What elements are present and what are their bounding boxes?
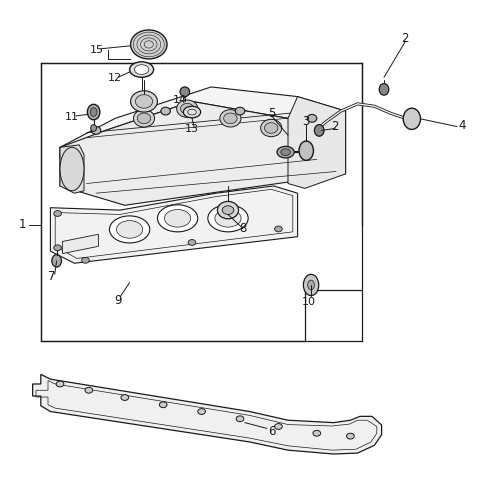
- Ellipse shape: [91, 125, 96, 131]
- Ellipse shape: [277, 146, 294, 158]
- Ellipse shape: [161, 107, 170, 115]
- Ellipse shape: [180, 87, 190, 97]
- Ellipse shape: [60, 147, 84, 191]
- Ellipse shape: [220, 110, 241, 127]
- Text: 13: 13: [185, 125, 199, 134]
- Ellipse shape: [131, 30, 167, 59]
- Ellipse shape: [134, 65, 149, 74]
- Polygon shape: [62, 234, 98, 254]
- Ellipse shape: [180, 103, 194, 114]
- Ellipse shape: [177, 100, 198, 117]
- Text: 14: 14: [173, 95, 187, 105]
- Text: 4: 4: [458, 119, 466, 132]
- Ellipse shape: [109, 216, 150, 243]
- Text: 8: 8: [239, 222, 246, 235]
- Ellipse shape: [87, 104, 100, 120]
- Text: 7: 7: [48, 270, 56, 283]
- Ellipse shape: [307, 114, 317, 122]
- Polygon shape: [60, 101, 346, 205]
- Ellipse shape: [222, 206, 234, 214]
- Ellipse shape: [308, 280, 314, 290]
- Text: 5: 5: [268, 108, 275, 120]
- Text: 15: 15: [90, 45, 104, 55]
- Ellipse shape: [217, 201, 239, 219]
- Ellipse shape: [347, 433, 354, 439]
- Ellipse shape: [130, 62, 154, 77]
- Text: 2: 2: [401, 32, 408, 45]
- Ellipse shape: [159, 402, 167, 408]
- Ellipse shape: [264, 123, 278, 133]
- Ellipse shape: [56, 381, 64, 387]
- Text: 9: 9: [114, 294, 122, 307]
- Ellipse shape: [299, 141, 313, 160]
- Text: 6: 6: [268, 425, 276, 438]
- Polygon shape: [288, 97, 346, 188]
- Ellipse shape: [379, 84, 389, 95]
- Text: 3: 3: [302, 115, 310, 128]
- Ellipse shape: [85, 387, 93, 393]
- Ellipse shape: [137, 113, 151, 124]
- Ellipse shape: [183, 106, 201, 118]
- Polygon shape: [50, 186, 298, 263]
- Ellipse shape: [403, 108, 420, 129]
- Ellipse shape: [54, 245, 61, 251]
- Ellipse shape: [52, 255, 61, 267]
- Ellipse shape: [82, 257, 89, 263]
- Ellipse shape: [121, 395, 129, 400]
- Text: 2: 2: [331, 120, 339, 133]
- Polygon shape: [60, 145, 84, 193]
- Ellipse shape: [303, 274, 319, 296]
- Text: 11: 11: [65, 112, 79, 122]
- Ellipse shape: [117, 221, 143, 238]
- Ellipse shape: [275, 424, 282, 429]
- Ellipse shape: [224, 113, 237, 124]
- Ellipse shape: [157, 205, 198, 232]
- Ellipse shape: [261, 119, 282, 137]
- Ellipse shape: [235, 107, 245, 115]
- Ellipse shape: [314, 125, 324, 136]
- Ellipse shape: [281, 149, 290, 156]
- Polygon shape: [60, 87, 346, 159]
- Ellipse shape: [135, 95, 153, 108]
- Ellipse shape: [54, 211, 61, 216]
- Text: 10: 10: [302, 297, 316, 307]
- Ellipse shape: [208, 205, 248, 232]
- Ellipse shape: [188, 240, 196, 245]
- Ellipse shape: [165, 210, 191, 227]
- Polygon shape: [33, 374, 382, 454]
- Ellipse shape: [313, 430, 321, 436]
- Ellipse shape: [90, 108, 97, 116]
- Ellipse shape: [91, 127, 101, 134]
- Ellipse shape: [236, 416, 244, 422]
- Text: 1: 1: [18, 218, 26, 231]
- Ellipse shape: [133, 110, 155, 127]
- Ellipse shape: [198, 409, 205, 414]
- Ellipse shape: [131, 91, 157, 112]
- Ellipse shape: [275, 226, 282, 232]
- Text: 12: 12: [108, 73, 121, 83]
- Ellipse shape: [215, 210, 241, 227]
